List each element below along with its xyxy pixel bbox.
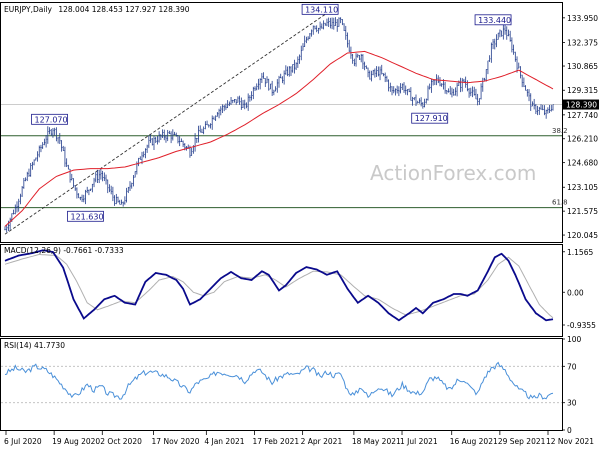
x-tick-label: 6 Jul 2020 <box>4 437 42 446</box>
rsi-label: RSI(14) 41.7730 <box>4 341 65 350</box>
price-callout-box <box>474 14 512 26</box>
price-callout-label: 121.630 <box>70 212 103 221</box>
price-callout-label: 133.440 <box>478 16 511 25</box>
rsi-line <box>4 361 554 400</box>
price-callout-box <box>31 113 68 125</box>
price-callout-box <box>67 210 104 222</box>
x-tick-label: 17 Feb 2021 <box>252 437 299 446</box>
rsi-y-tick-label: 70 <box>567 362 577 371</box>
chart-title-header: EURJPY,Daily 128.004 128.453 127.927 128… <box>4 5 190 14</box>
rsi-y-tick-label: 100 <box>567 335 582 344</box>
price-y-tick-label: 123.105 <box>567 183 598 192</box>
rsi-y-tick-label: 30 <box>567 399 577 408</box>
x-tick-label: 29 Sep 2021 <box>498 437 546 446</box>
x-tick-label: 19 Aug 2020 <box>52 437 100 446</box>
rsi-y-tick-label: 0 <box>567 426 572 435</box>
x-tick-label: 16 Aug 2021 <box>450 437 498 446</box>
price-y-tick-label: 124.680 <box>567 159 598 168</box>
fib-level-label: 38.2 <box>552 127 568 135</box>
price-y-tick-label: 133.950 <box>567 14 598 23</box>
x-tick-label: 12 Nov 2021 <box>546 437 594 446</box>
macd-layer <box>4 249 554 322</box>
x-tick-label: 4 Jan 2021 <box>204 437 244 446</box>
rsi-panel-frame <box>0 338 563 431</box>
macd-panel-frame <box>0 244 563 337</box>
macd-line <box>4 249 554 322</box>
moving-average-line <box>4 50 554 227</box>
price-callout-label: 127.910 <box>415 114 448 123</box>
axis-layer: 133.950 132.375 130.865 129.315 127.740 126.2… <box>4 14 599 446</box>
price-y-tick-label: 130.865 <box>567 62 598 71</box>
price-callout-label: 127.070 <box>35 115 68 124</box>
macd-y-tick-label: 1.1565 <box>567 248 593 257</box>
price-y-tick-label: 127.740 <box>567 111 598 120</box>
x-tick-label: 1 Jul 2021 <box>400 437 438 446</box>
price-y-tick-label: 129.315 <box>567 86 598 95</box>
trend-line <box>4 10 331 235</box>
watermark: ActionForex.com <box>370 161 536 185</box>
price-callout-box <box>411 112 449 124</box>
ohlc-header: 128.004 128.453 127.927 128.390 <box>58 5 189 14</box>
macd-label: MACD(12,26,9) -0.7661 -0.7333 <box>4 246 124 255</box>
macd-y-tick-label: 0.00 <box>567 288 584 297</box>
price-panel-frame <box>0 2 563 243</box>
current-price-box <box>563 99 599 110</box>
current-price-label: 128.390 <box>566 101 597 110</box>
price-y-tick-label: 132.375 <box>567 38 598 47</box>
chart-title: EURJPY,Daily <box>4 5 53 14</box>
x-tick-label: 2 Apr 2021 <box>301 437 343 446</box>
price-y-tick-label: 121.575 <box>567 207 598 216</box>
price-y-tick-label: 120.045 <box>567 231 598 240</box>
x-tick-label: 17 Nov 2020 <box>152 437 200 446</box>
macd-y-tick-label: -0.9355 <box>567 321 596 330</box>
price-callout-box <box>301 3 339 15</box>
macd-signal-line <box>4 253 554 319</box>
rsi-layer <box>1 361 562 404</box>
price-y-tick-label: 126.210 <box>567 135 598 144</box>
x-tick-label: 2 Oct 2020 <box>100 437 142 446</box>
x-tick-label: 18 May 2021 <box>352 437 401 446</box>
price-callout-label: 134.110 <box>305 5 338 14</box>
fib-level-label: 61.8 <box>552 199 568 207</box>
price-layer: 38.2 61.8 127.070 121.630 134.110 127.910 133.… <box>1 3 568 235</box>
